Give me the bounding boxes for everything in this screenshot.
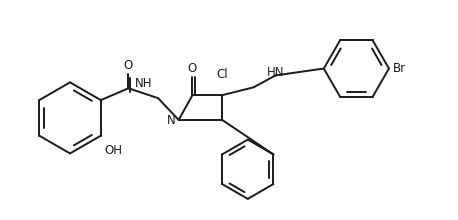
Text: O: O — [188, 62, 197, 75]
Text: Br: Br — [393, 62, 406, 75]
Text: HN: HN — [267, 66, 284, 79]
Text: NH: NH — [135, 77, 152, 90]
Text: O: O — [124, 59, 133, 72]
Text: OH: OH — [105, 144, 123, 157]
Text: N: N — [167, 114, 176, 127]
Text: Cl: Cl — [216, 68, 228, 81]
